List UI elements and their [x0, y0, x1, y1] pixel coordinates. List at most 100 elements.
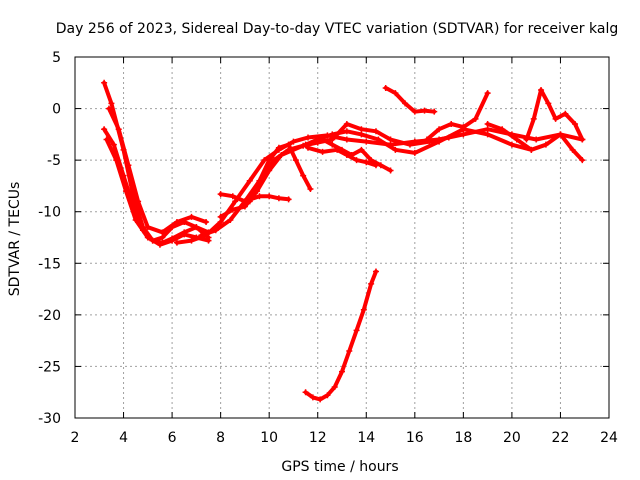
data-point-marker — [278, 151, 285, 158]
y-tick-label: -25 — [38, 359, 61, 375]
data-point-marker — [411, 149, 418, 156]
data-point-marker — [125, 162, 132, 169]
data-point-marker — [460, 124, 467, 131]
data-point-marker — [285, 196, 292, 203]
data-point-marker — [557, 131, 564, 138]
data-point-marker — [363, 159, 370, 166]
data-point-marker — [105, 105, 112, 112]
data-point-marker — [292, 157, 299, 164]
data-point-marker — [115, 126, 122, 133]
grid-lines — [75, 57, 609, 418]
data-point-marker — [499, 126, 506, 133]
series-arc-9 — [246, 141, 314, 205]
data-point-marker — [368, 280, 375, 287]
data-series — [101, 79, 586, 403]
data-point-marker — [122, 188, 129, 195]
data-point-marker — [513, 136, 520, 143]
data-point-marker — [181, 231, 188, 238]
x-tick-label: 2 — [71, 430, 80, 446]
data-point-marker — [307, 186, 314, 193]
data-point-marker — [246, 198, 253, 205]
data-point-marker — [300, 172, 307, 179]
data-point-marker — [343, 121, 350, 128]
data-point-marker — [159, 229, 166, 236]
y-tick-label: -5 — [47, 153, 61, 169]
series-track — [320, 137, 393, 173]
x-tick-labels: 2 4 6 8 10 12 14 16 18 20 22 24 — [71, 430, 618, 446]
data-point-marker — [436, 126, 443, 133]
data-point-marker — [392, 90, 399, 97]
data-point-marker — [562, 110, 569, 117]
data-point-marker — [132, 216, 139, 223]
data-point-marker — [411, 108, 418, 115]
x-tick-label: 18 — [454, 430, 472, 446]
data-point-marker — [484, 90, 491, 97]
data-point-marker — [528, 146, 535, 153]
series-arc-14 — [523, 87, 586, 143]
data-point-marker — [484, 121, 491, 128]
series-track — [102, 127, 211, 243]
data-point-marker — [329, 136, 336, 143]
y-tick-label: -30 — [38, 411, 61, 427]
y-tick-label: 0 — [52, 102, 61, 118]
data-point-marker — [523, 136, 530, 143]
y-tick-label: -10 — [38, 205, 61, 221]
data-point-marker — [110, 141, 117, 148]
x-tick-label: 20 — [503, 430, 521, 446]
x-tick-label: 16 — [406, 430, 424, 446]
series-track — [104, 137, 211, 247]
data-point-marker — [375, 136, 382, 143]
data-point-marker — [305, 144, 312, 151]
series-track — [247, 142, 313, 204]
data-point-marker — [579, 136, 586, 143]
data-point-marker — [305, 134, 312, 141]
data-point-marker — [372, 268, 379, 275]
data-point-marker — [212, 227, 219, 234]
x-axis-label: GPS time / hours — [281, 459, 398, 475]
data-point-marker — [472, 115, 479, 122]
x-tick-label: 8 — [216, 430, 225, 446]
data-point-marker — [159, 234, 166, 241]
y-tick-label: -20 — [38, 308, 61, 324]
data-point-marker — [363, 138, 370, 145]
data-point-marker — [423, 136, 430, 143]
data-point-marker — [256, 193, 263, 200]
data-point-marker — [217, 213, 224, 220]
chart-title: Day 256 of 2023, Sidereal Day-to-day VTE… — [56, 21, 618, 37]
data-point-marker — [205, 237, 212, 244]
y-tick-label: 5 — [52, 50, 61, 66]
data-point-marker — [229, 193, 236, 200]
series-track — [218, 127, 534, 219]
data-point-marker — [358, 146, 365, 153]
data-point-marker — [188, 213, 195, 220]
data-point-marker — [436, 138, 443, 145]
data-point-marker — [169, 237, 176, 244]
data-point-marker — [538, 87, 545, 94]
series-arc-10 — [319, 136, 394, 174]
data-point-marker — [266, 167, 273, 174]
data-point-marker — [173, 219, 180, 226]
data-point-marker — [533, 136, 540, 143]
data-point-marker — [227, 216, 234, 223]
series-arc-12 — [382, 84, 438, 115]
data-point-marker — [343, 136, 350, 143]
axis-ticks — [74, 56, 610, 419]
series-track — [425, 91, 490, 142]
data-point-marker — [372, 162, 379, 169]
data-point-marker — [484, 126, 491, 133]
x-tick-label: 22 — [552, 430, 570, 446]
data-point-marker — [193, 224, 200, 231]
data-point-marker — [156, 241, 163, 248]
data-point-marker — [256, 177, 263, 184]
data-point-marker — [144, 234, 151, 241]
data-point-marker — [530, 115, 537, 122]
data-point-marker — [103, 136, 110, 143]
data-point-marker — [353, 327, 360, 334]
data-point-marker — [229, 206, 236, 213]
data-point-marker — [508, 141, 515, 148]
data-point-marker — [266, 193, 273, 200]
data-point-marker — [319, 148, 326, 155]
data-point-marker — [319, 136, 326, 143]
data-point-marker — [275, 195, 282, 202]
